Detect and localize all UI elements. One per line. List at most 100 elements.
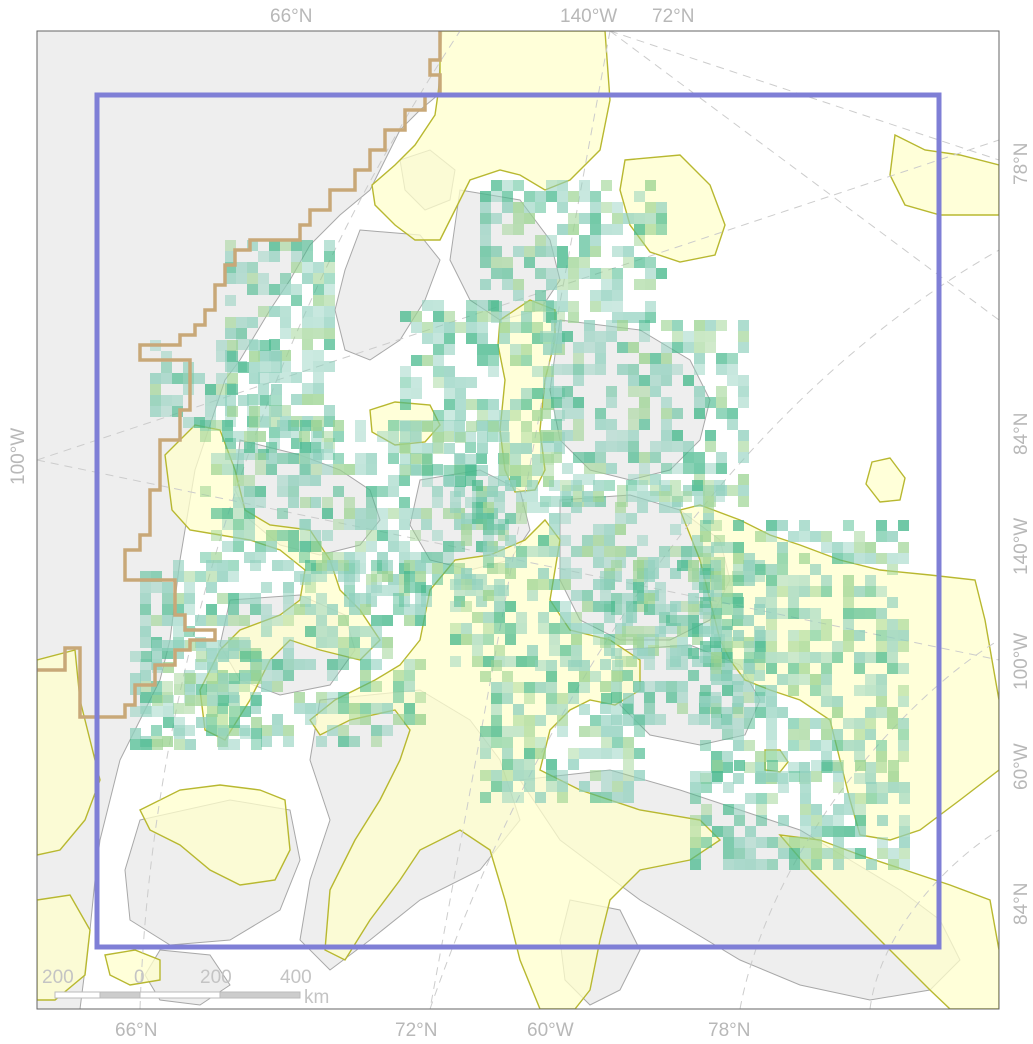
grid-cell — [513, 246, 524, 257]
grid-cell — [887, 531, 898, 542]
grid-cell — [810, 652, 821, 663]
grid-cell — [584, 364, 595, 375]
grid-cell — [683, 463, 694, 474]
grid-cell — [218, 673, 229, 684]
grid-cell — [604, 645, 615, 656]
label-bottom-72n: 72°N — [395, 1020, 437, 1041]
grid-cell — [251, 695, 262, 706]
grid-cell — [832, 641, 843, 652]
grid-cell — [573, 342, 584, 353]
grid-cell — [650, 441, 661, 452]
grid-cell — [645, 213, 656, 224]
grid-cell — [694, 320, 705, 331]
grid-cell — [382, 725, 393, 736]
grid-cell — [455, 432, 466, 443]
grid-cell — [700, 652, 711, 663]
label-left-100w: 100°W — [8, 428, 29, 485]
grid-cell — [502, 781, 513, 792]
grid-cell — [655, 604, 666, 615]
grid-cell — [543, 377, 554, 388]
grid-cell — [333, 420, 344, 431]
grid-cell — [184, 571, 195, 582]
grid-cell — [227, 406, 238, 417]
grid-cell — [324, 339, 335, 350]
grid-cell — [513, 704, 524, 715]
grid-cell — [800, 826, 811, 837]
grid-cell — [207, 662, 218, 673]
grid-cell — [399, 475, 410, 486]
grid-cell — [388, 431, 399, 442]
grid-cell — [151, 615, 162, 626]
grid-cell — [371, 725, 382, 736]
grid-cell — [366, 530, 377, 541]
grid-cell — [692, 535, 703, 546]
grid-cell — [313, 361, 324, 372]
grid-cell — [538, 535, 549, 546]
grid-cell — [821, 663, 832, 674]
grid-cell — [622, 670, 633, 681]
grid-cell — [799, 674, 810, 685]
grid-cell — [161, 373, 172, 384]
grid-cell — [277, 486, 288, 497]
grid-cell — [777, 751, 788, 762]
grid-cell — [360, 626, 371, 637]
grid-cell — [316, 560, 327, 571]
grid-cell — [623, 770, 634, 781]
grid-cell — [415, 593, 426, 604]
grid-cell — [524, 770, 535, 781]
grid-cell — [898, 685, 909, 696]
grid-cell — [349, 626, 360, 637]
grid-cell — [612, 224, 623, 235]
grid-cell — [714, 480, 725, 491]
grid-cell — [694, 364, 705, 375]
grid-cell — [637, 502, 648, 513]
grid-cell — [744, 762, 755, 773]
grid-cell — [302, 339, 313, 350]
grid-cell — [573, 408, 584, 419]
grid-cell — [163, 662, 174, 673]
grid-cell — [152, 739, 163, 750]
grid-cell — [207, 695, 218, 706]
grid-cell — [422, 465, 433, 476]
grid-cell — [590, 246, 601, 257]
grid-cell — [811, 826, 822, 837]
grid-cell — [415, 604, 426, 615]
grid-cell — [606, 430, 617, 441]
grid-cell — [611, 681, 622, 692]
grid-cell — [355, 431, 366, 442]
grid-cell — [535, 682, 546, 693]
grid-cell — [172, 373, 183, 384]
grid-cell — [743, 670, 754, 681]
grid-cell — [546, 682, 557, 693]
grid-cell — [233, 530, 244, 541]
grid-cell — [174, 717, 185, 728]
grid-cell — [777, 564, 788, 575]
grid-cell — [305, 560, 316, 571]
grid-cell — [800, 859, 811, 870]
grid-cell — [810, 685, 821, 696]
grid-cell — [710, 659, 721, 670]
grid-cell — [549, 546, 560, 557]
grid-cell — [655, 681, 666, 692]
grid-cell — [711, 597, 722, 608]
grid-cell — [617, 485, 628, 496]
grid-cell — [538, 502, 549, 513]
grid-cell — [738, 320, 749, 331]
grid-cell — [483, 634, 494, 645]
grid-cell — [327, 659, 338, 670]
grid-cell — [711, 542, 722, 553]
grid-cell — [543, 388, 554, 399]
grid-cell — [229, 673, 240, 684]
grid-cell — [777, 542, 788, 553]
grid-cell — [229, 706, 240, 717]
grid-cell — [183, 417, 194, 428]
grid-cell — [477, 311, 488, 322]
grid-cell — [250, 560, 261, 571]
grid-cell — [266, 442, 277, 453]
grid-cell — [677, 560, 688, 571]
grid-cell — [305, 571, 316, 582]
grid-cell — [788, 685, 799, 696]
grid-cell — [688, 604, 699, 615]
grid-cell — [557, 693, 568, 704]
grid-cell — [601, 770, 612, 781]
